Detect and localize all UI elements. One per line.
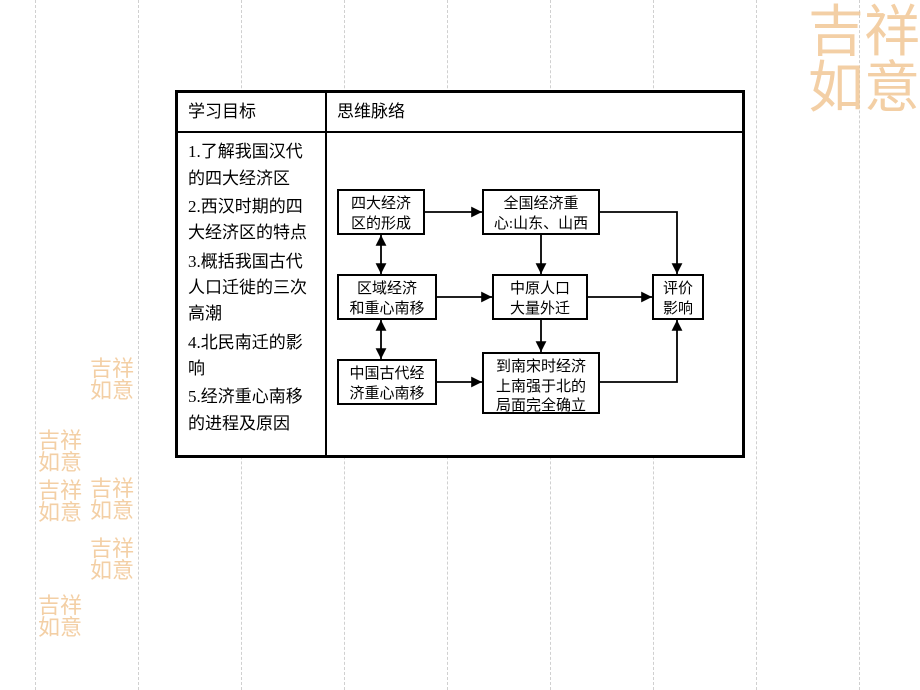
objectives-list: 1.了解我国汉代的四大经济区2.西汉时期的四大经济区的特点3.概括我国古代人口迁… — [188, 139, 315, 437]
content-table: 学习目标 思维脉络 1.了解我国汉代的四大经济区2.西汉时期的四大经济区的特点3… — [175, 90, 745, 458]
flowchart-node: 中国古代经 济重心南移 — [337, 359, 437, 405]
flowchart-node: 中原人口 大量外迁 — [492, 274, 588, 320]
flowchart-node: 到南宋时经济 上南强于北的 局面完全确立 — [482, 352, 600, 414]
objective-item: 2.西汉时期的四大经济区的特点 — [188, 194, 315, 247]
objective-item: 4.北民南迁的影响 — [188, 330, 315, 383]
flowchart-cell: 四大经济 区的形成 全国经济重 心:山东、山西区域经济 和重心南移 中原人口 大量外… — [326, 132, 744, 457]
seal-icon: 吉祥 如意 — [38, 480, 88, 530]
flowchart-node: 四大经济 区的形成 — [337, 189, 425, 235]
seal-icon: 吉祥 如意 — [38, 595, 88, 645]
seal-icon: 吉祥 如意 — [90, 478, 140, 528]
dashed-guide-line — [756, 0, 757, 690]
seal-icon: 吉祥 如意 — [90, 358, 140, 408]
dashed-guide-line — [35, 0, 36, 690]
objective-item: 5.经济重心南移的进程及原因 — [188, 384, 315, 437]
flowchart-node: 区域经济 和重心南移 — [337, 274, 437, 320]
objective-item: 3.概括我国古代人口迁徙的三次高潮 — [188, 249, 315, 328]
objective-item: 1.了解我国汉代的四大经济区 — [188, 139, 315, 192]
header-objectives: 学习目标 — [177, 92, 327, 133]
flowchart-node: 全国经济重 心:山东、山西 — [482, 189, 600, 235]
objectives-cell: 1.了解我国汉代的四大经济区2.西汉时期的四大经济区的特点3.概括我国古代人口迁… — [177, 132, 327, 457]
flowchart-container: 四大经济 区的形成 全国经济重 心:山东、山西区域经济 和重心南移 中原人口 大量外… — [337, 169, 732, 449]
flowchart-node: 评价 影响 — [652, 274, 704, 320]
header-flowchart: 思维脉络 — [326, 92, 744, 133]
seal-icon: 吉祥 如意 — [90, 538, 140, 588]
seal-icon: 吉祥 如意 — [808, 5, 920, 117]
seal-icon: 吉祥 如意 — [38, 430, 88, 480]
